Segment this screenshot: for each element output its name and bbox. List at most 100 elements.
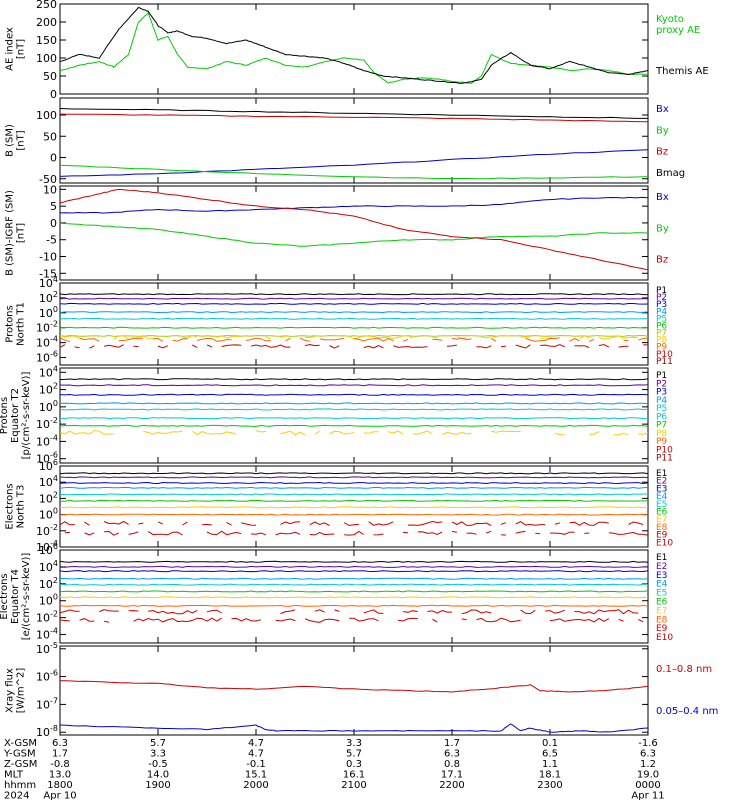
y-axis-label-line: North T3 xyxy=(16,485,27,529)
series-line-e2 xyxy=(60,565,648,568)
y-axis-label: Protons North T1 xyxy=(5,302,27,346)
legend-label: P2 xyxy=(656,379,667,389)
series-line-bz xyxy=(60,113,648,123)
legend-label: P3 xyxy=(656,388,667,398)
series-line-p10 xyxy=(250,344,291,348)
series-line-p8 xyxy=(60,430,114,435)
ephemeris-cell: 1.2 xyxy=(640,759,656,770)
series-line-p9 xyxy=(402,338,409,342)
series-line-p10 xyxy=(618,345,629,348)
series-line-p8 xyxy=(60,335,80,340)
series-line-p7 xyxy=(60,424,648,427)
series-line-e9 xyxy=(520,609,536,615)
y-axis-label: Electrons North T3 xyxy=(5,483,27,529)
series-line-p10 xyxy=(574,345,590,348)
legend-label: Bz xyxy=(656,147,668,158)
y-axis-label-line: AE index xyxy=(5,27,16,71)
series-line-p9 xyxy=(60,337,70,342)
series-line-p8 xyxy=(613,432,629,436)
series-line-p9 xyxy=(638,337,648,341)
legend-label: P8 xyxy=(656,429,667,439)
series-line-e10 xyxy=(104,530,120,536)
series-line-e10 xyxy=(344,530,365,536)
series-group xyxy=(60,472,648,536)
y-tick-label: 102 xyxy=(39,290,58,305)
series-line-e10 xyxy=(515,530,526,534)
legend-label: E1 xyxy=(656,553,667,563)
series-line-p10 xyxy=(104,344,124,348)
y-tick-label: -50 xyxy=(39,173,57,186)
series-line-p8 xyxy=(432,336,438,339)
ephemeris-cell: 16.1 xyxy=(343,770,365,781)
ephemeris-cell: 5.7 xyxy=(150,738,166,749)
series-line-p10 xyxy=(329,345,340,349)
series-line-e9 xyxy=(84,521,90,526)
series-line-p8 xyxy=(554,432,565,436)
series-line-p9 xyxy=(353,337,394,342)
y-axis-label: B (SM) [nT] xyxy=(5,124,27,157)
series-line-p10 xyxy=(598,344,610,348)
series-line-p10 xyxy=(192,344,198,348)
series-line-e9 xyxy=(574,609,639,615)
series-line-p9 xyxy=(79,337,100,342)
series-line-p10 xyxy=(540,344,565,348)
ephemeris-cell: 17.1 xyxy=(441,770,463,781)
series-line-e9 xyxy=(451,521,492,526)
series-line-e9 xyxy=(138,522,144,525)
series-line-p2 xyxy=(60,384,648,387)
y-tick-label: 10-2 xyxy=(36,320,58,335)
ephemeris-cell: Apr 11 xyxy=(631,791,664,800)
y-tick-label: 10-2 xyxy=(36,416,58,431)
series-line-p10 xyxy=(515,344,531,349)
series-line-p9 xyxy=(569,338,580,342)
series-line-p6 xyxy=(60,417,648,420)
ephemeris-cell: 1800 xyxy=(47,780,72,791)
series-group xyxy=(60,6,648,84)
series-line-e10 xyxy=(637,618,644,623)
series-line-p8 xyxy=(192,430,237,436)
series-line-e9 xyxy=(334,609,340,612)
y-axis-label-line: [e/(cm²-s-sr-keV)] xyxy=(21,553,32,641)
ephemeris-cell: 6.5 xyxy=(542,749,558,760)
ephemeris-cell: 0.3 xyxy=(346,759,362,770)
series-line-e3 xyxy=(60,570,648,573)
y-tick-label: 150 xyxy=(36,34,57,47)
ephemeris-cell: 2200 xyxy=(439,780,464,791)
series-line-e9 xyxy=(241,522,257,526)
ephemeris-cell: 0000 xyxy=(635,780,660,791)
series-group xyxy=(60,680,648,733)
series-line-bz xyxy=(60,188,648,271)
panel-5: 104 102 100 10-2 10-4 10-6 Protons Equator T2 [p… xyxy=(0,364,673,465)
series-line-p10 xyxy=(363,345,384,349)
series-line-p10 xyxy=(60,344,66,348)
series-line-e4 xyxy=(60,577,648,580)
series-line-p10 xyxy=(74,346,80,349)
legend-label: P4 xyxy=(656,307,667,317)
legend-label: E4 xyxy=(656,492,668,502)
series-line-e9 xyxy=(148,609,198,615)
series-line-e9 xyxy=(157,521,164,525)
series-line-e10 xyxy=(304,618,340,623)
y-axis-label-line: Xray flux xyxy=(5,668,16,713)
series-line-p8 xyxy=(314,430,320,435)
series-line-e4 xyxy=(60,486,648,489)
series-line-e10 xyxy=(104,620,110,623)
ephemeris-row-label: X-GSM xyxy=(4,738,37,749)
legend-label: E5 xyxy=(656,589,667,599)
series-line-p10 xyxy=(133,345,139,348)
series-line-e9 xyxy=(60,521,75,526)
ephemeris-cell: 2100 xyxy=(341,780,366,791)
legend-label: P6 xyxy=(656,412,667,422)
series-line-e10 xyxy=(451,530,457,533)
series-line-e6 xyxy=(60,590,648,593)
y-tick-label: 10-6 xyxy=(36,350,58,365)
series-line-bmag xyxy=(60,108,648,119)
legend-label: Bmag xyxy=(656,168,685,179)
series-line-e10 xyxy=(133,617,222,623)
series-line-p8 xyxy=(280,430,306,436)
y-axis-label-line: B (SM) xyxy=(5,124,16,157)
y-tick-label: 0 xyxy=(50,88,57,101)
y-tick-label: 50 xyxy=(43,130,57,143)
series-line-p9 xyxy=(285,337,291,342)
legend-label: P3 xyxy=(656,300,667,310)
